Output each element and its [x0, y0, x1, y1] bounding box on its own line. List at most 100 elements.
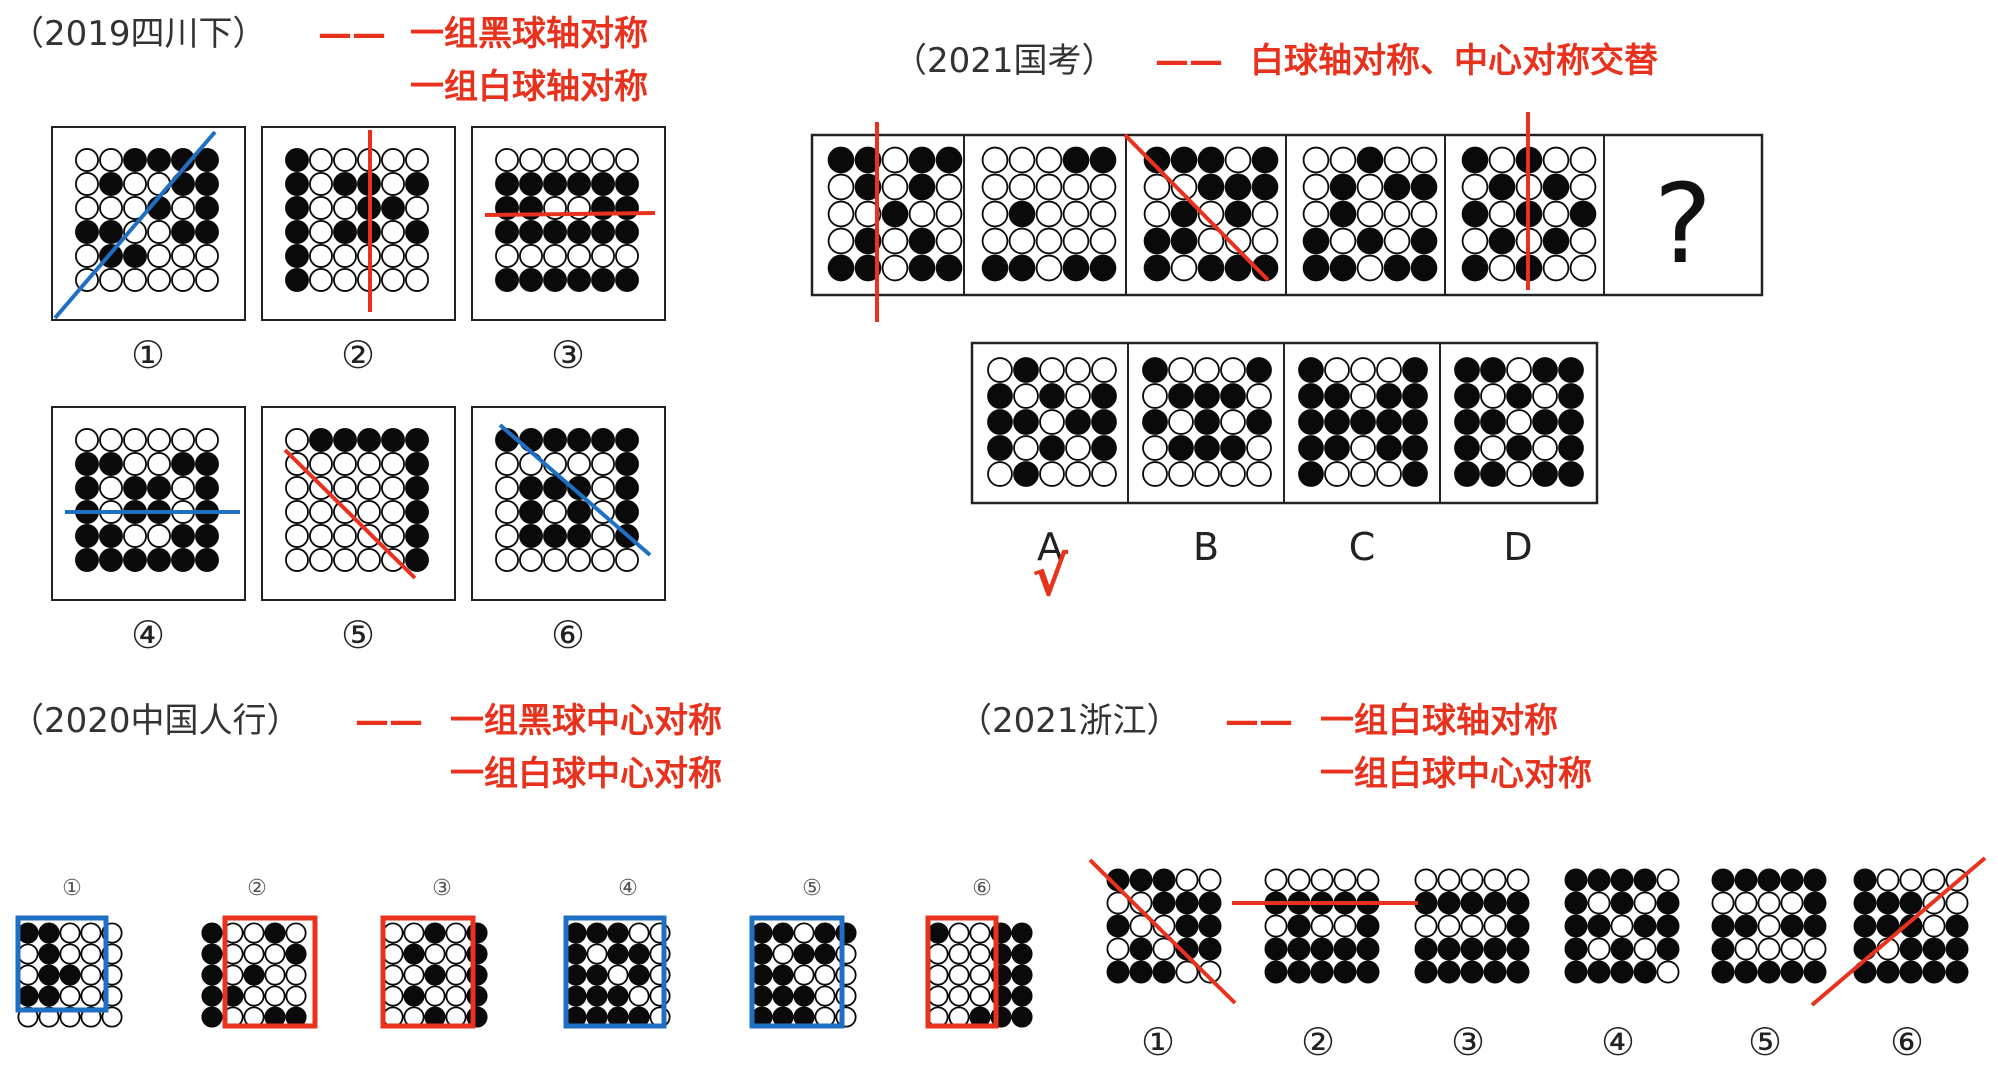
black-ball: [1853, 914, 1877, 938]
black-ball: [99, 172, 123, 196]
zhejiang-ball-grid-2: [1264, 868, 1380, 984]
white-ball: [123, 524, 147, 548]
white-ball: [935, 173, 963, 201]
black-ball: [1876, 914, 1900, 938]
renhang-ball-grid-2: [201, 922, 307, 1028]
black-ball: [519, 220, 543, 244]
black-ball: [1803, 914, 1827, 938]
option-b-ball-grid[interactable]: [1142, 357, 1272, 487]
white-ball: [948, 922, 970, 944]
white-ball: [171, 428, 195, 452]
white-ball: [969, 943, 991, 965]
zhejiang-ball-grid-4: [1564, 868, 1680, 984]
black-ball: [1198, 914, 1222, 938]
black-ball: [1460, 937, 1484, 961]
black-ball: [591, 196, 615, 220]
white-ball: [649, 964, 671, 986]
black-ball: [1656, 937, 1680, 961]
option-d-label[interactable]: D: [1503, 525, 1532, 569]
black-ball: [1780, 914, 1804, 938]
black-ball: [75, 524, 99, 548]
black-ball: [1091, 383, 1117, 409]
guokao-ball-grid-5: [1461, 146, 1597, 282]
white-ball: [309, 220, 333, 244]
renhang-frame-3: [380, 915, 476, 1029]
white-ball: [1414, 868, 1438, 892]
renhang-dash: ——: [355, 701, 423, 741]
white-ball: [123, 452, 147, 476]
black-ball: [987, 383, 1013, 409]
black-ball: [1402, 357, 1428, 383]
sichuan-label-2: ②: [341, 333, 375, 377]
white-ball: [1035, 227, 1063, 255]
black-ball: [519, 268, 543, 292]
black-ball: [195, 548, 219, 572]
white-ball: [382, 985, 404, 1007]
black-ball: [75, 452, 99, 476]
white-ball: [1350, 461, 1376, 487]
option-b-label[interactable]: B: [1193, 525, 1219, 569]
option-c-ball-grid[interactable]: [1298, 357, 1428, 487]
white-ball: [147, 452, 171, 476]
black-ball: [1013, 357, 1039, 383]
option-a-ball-grid[interactable]: [987, 357, 1117, 487]
white-ball: [543, 148, 567, 172]
black-ball: [1089, 254, 1117, 282]
black-ball: [1383, 254, 1411, 282]
white-ball: [1324, 461, 1350, 487]
black-ball: [403, 985, 425, 1007]
white-ball: [1197, 200, 1225, 228]
black-ball: [466, 964, 488, 986]
black-ball: [615, 268, 639, 292]
black-ball: [195, 196, 219, 220]
white-ball: [586, 943, 608, 965]
black-ball: [1454, 383, 1480, 409]
white-ball: [835, 943, 857, 965]
black-ball: [1129, 960, 1153, 984]
white-ball: [1170, 173, 1198, 201]
black-ball: [1302, 254, 1330, 282]
white-ball: [793, 964, 815, 986]
black-ball: [1780, 868, 1804, 892]
white-ball: [591, 148, 615, 172]
black-ball: [1542, 227, 1570, 255]
black-ball: [171, 220, 195, 244]
black-ball: [1945, 937, 1969, 961]
option-c-label[interactable]: C: [1349, 525, 1376, 569]
white-ball: [1329, 146, 1357, 174]
black-ball: [1437, 937, 1461, 961]
white-ball: [1246, 383, 1272, 409]
black-ball: [1310, 960, 1334, 984]
white-ball: [1013, 435, 1039, 461]
black-ball: [1287, 937, 1311, 961]
black-ball: [1780, 960, 1804, 984]
option-d-ball-grid[interactable]: [1454, 357, 1584, 487]
black-ball: [1142, 357, 1168, 383]
white-ball: [1197, 227, 1225, 255]
white-ball: [285, 500, 309, 524]
black-ball: [466, 922, 488, 944]
white-ball: [1803, 937, 1827, 961]
white-ball: [591, 476, 615, 500]
white-ball: [1008, 146, 1036, 174]
black-ball: [543, 476, 567, 500]
black-ball: [1106, 960, 1130, 984]
white-ball: [948, 943, 970, 965]
white-ball: [1610, 914, 1634, 938]
renhang-ball-grid-6: [927, 922, 1033, 1028]
white-ball: [1062, 200, 1090, 228]
option-a-label[interactable]: A: [1037, 525, 1063, 569]
black-ball: [1197, 173, 1225, 201]
black-ball: [1454, 435, 1480, 461]
black-ball: [1333, 937, 1357, 961]
guokao-section: （2021国考） —— 白球轴对称、中心对称交替 ? A: [810, 41, 1764, 608]
white-ball: [1569, 227, 1597, 255]
white-ball: [264, 943, 286, 965]
black-ball: [1757, 868, 1781, 892]
white-ball: [543, 548, 567, 572]
white-ball: [1065, 383, 1091, 409]
black-ball: [1152, 960, 1176, 984]
white-ball: [567, 452, 591, 476]
black-ball: [1013, 461, 1039, 487]
black-ball: [565, 964, 587, 986]
